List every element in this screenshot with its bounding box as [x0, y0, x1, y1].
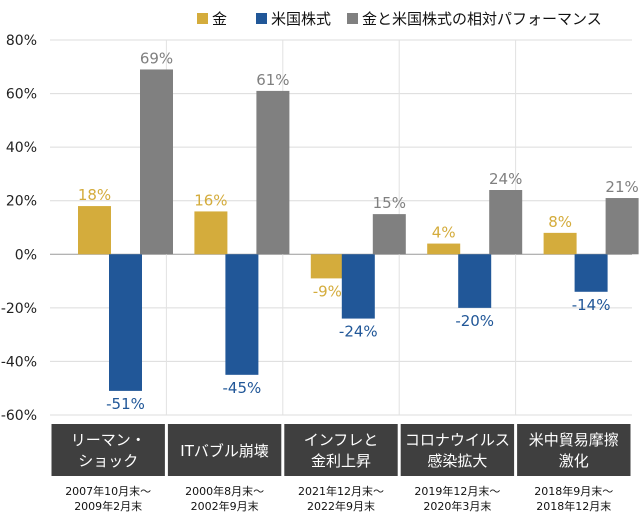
bar [574, 254, 608, 292]
category-label: 感染拡大 [427, 452, 487, 470]
category-box [284, 424, 398, 476]
data-label: -45% [223, 379, 262, 397]
data-label: 4% [432, 224, 456, 242]
bar [140, 69, 173, 255]
bar [194, 211, 228, 255]
category-label: ショック [78, 452, 138, 470]
data-label: 18% [78, 186, 111, 204]
category-box [167, 424, 282, 476]
legend-label: 金と米国株式の相対パフォーマンス [362, 10, 602, 28]
bar [427, 243, 461, 255]
bars [78, 69, 639, 391]
bar [458, 254, 492, 308]
category-label: 激化 [559, 452, 589, 470]
data-label: -9% [313, 282, 342, 300]
y-tick-label: -40% [1, 354, 37, 370]
data-label: -24% [339, 323, 378, 341]
data-label: 24% [489, 170, 522, 188]
category-label: インフレと [304, 431, 379, 449]
category-label: 金利上昇 [311, 452, 371, 470]
legend-label: 米国株式 [271, 10, 331, 28]
bar [78, 206, 111, 255]
category-period: 2002年9月末 [191, 499, 259, 513]
legend-swatch [197, 13, 208, 24]
data-label: -14% [572, 296, 611, 314]
category-label: リーマン・ [71, 431, 146, 449]
category-period: 2018年12月末 [536, 499, 611, 513]
category-period: 2019年12月末～ [414, 484, 500, 498]
category-box [517, 424, 631, 476]
y-axis: 80% 60% 40% 20% 0% -20% -40% -60% [1, 33, 37, 424]
y-tick-label: 40% [6, 140, 37, 156]
data-label: -51% [106, 395, 145, 413]
category-label: コロナウイルス [405, 431, 510, 449]
category-label: 米中貿易摩擦 [529, 431, 619, 449]
category-period: 2000年8月末～ [185, 484, 264, 498]
data-labels: 18% 16% -9% 4% 8% -51% -45% -24% -20% -14% 69% 61% 1… [78, 49, 639, 412]
category-period: 2007年10月末～ [65, 484, 151, 498]
data-label: 61% [256, 71, 289, 89]
legend-swatch [347, 13, 358, 24]
bar [605, 198, 639, 255]
data-label: 16% [194, 191, 227, 209]
bar [225, 254, 259, 375]
bar [341, 254, 375, 319]
legend: 金 米国株式 金と米国株式の相対パフォーマンス [197, 10, 602, 28]
data-label: 15% [373, 194, 406, 212]
bar [372, 214, 406, 255]
category-period: 2022年9月末 [307, 499, 375, 513]
legend-swatch [256, 13, 267, 24]
y-tick-label: 60% [6, 87, 37, 103]
category-box [51, 424, 165, 476]
data-label: 21% [605, 178, 638, 196]
data-label: 69% [140, 49, 173, 67]
y-tick-label: 0% [15, 247, 37, 263]
category-axis: リーマン・ショック 2007年10月末～2009年2月末 ITバブル崩壊 2000年8… [51, 424, 631, 513]
y-tick-label: 20% [6, 194, 37, 210]
y-tick-label: -60% [1, 408, 37, 424]
y-tick-label: -20% [1, 301, 37, 317]
bar [256, 90, 290, 255]
category-period: 2021年12月末～ [298, 484, 384, 498]
bar [109, 254, 142, 391]
category-box [400, 424, 515, 476]
y-tick-label: 80% [6, 33, 37, 49]
category-label: ITバブル崩壊 [180, 442, 269, 460]
category-period: 2018年9月末～ [534, 484, 613, 498]
data-label: -20% [455, 312, 494, 330]
data-label: 8% [548, 213, 572, 231]
bar [310, 254, 344, 279]
bar [543, 232, 577, 255]
category-period: 2009年2月末 [74, 499, 142, 513]
category-period: 2020年3月末 [423, 499, 491, 513]
bar [489, 190, 523, 255]
legend-label: 金 [212, 10, 227, 28]
